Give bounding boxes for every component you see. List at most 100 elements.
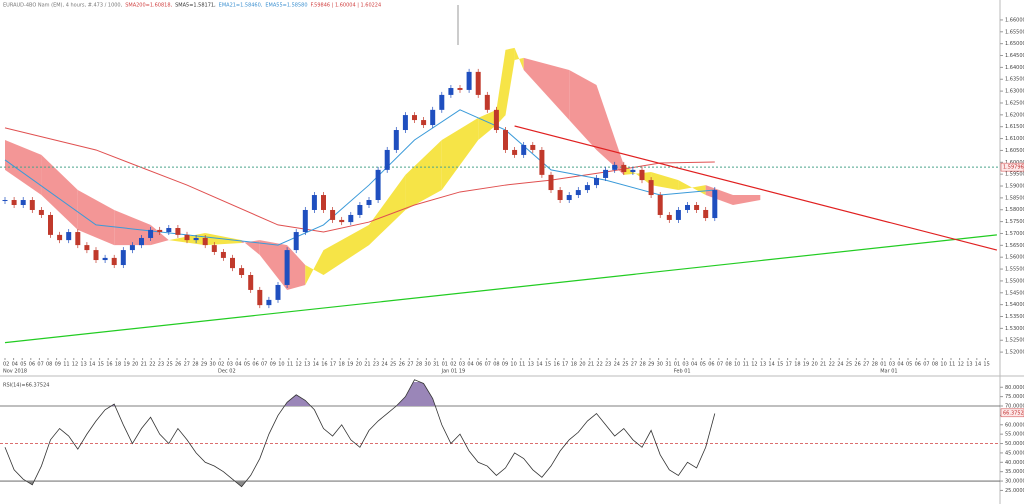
x-tick-label: 27 <box>863 362 869 368</box>
candle <box>475 71 481 95</box>
candle <box>512 149 518 155</box>
x-tick-label: 13 <box>966 362 972 368</box>
candle <box>275 284 281 300</box>
ichimoku-cloud <box>623 164 652 186</box>
x-tick-label: 18 <box>794 362 800 368</box>
x-tick-label: 06 <box>915 362 921 368</box>
y-tick-label: 1.54000 <box>1005 302 1024 308</box>
candle <box>38 209 44 215</box>
ichimoku-cloud <box>323 224 369 275</box>
x-tick-label: 10 <box>510 362 516 368</box>
x-tick-label: 26 <box>854 362 860 368</box>
y-tick-label: 70.00000 <box>1005 404 1024 410</box>
y-tick-label: 55.00000 <box>1005 432 1024 438</box>
candle <box>484 94 490 110</box>
candle <box>703 209 709 219</box>
x-tick-label: 30 <box>424 362 430 368</box>
x-tick-label: 23 <box>158 362 164 368</box>
x-tick-label: 21 <box>820 362 826 368</box>
ichimoku-cloud <box>569 69 597 150</box>
y-tick-label: 50.00000 <box>1005 441 1024 447</box>
candle <box>111 257 117 266</box>
x-tick-label: 11 <box>743 362 749 368</box>
candle <box>666 214 672 220</box>
x-tick-label: 15 <box>777 362 783 368</box>
x-tick-label: 21 <box>141 362 147 368</box>
candle <box>48 214 53 235</box>
x-tick-label: 08 <box>725 362 731 368</box>
x-tick-label: 07 <box>485 362 491 368</box>
x-tick-label: 05 <box>20 362 26 368</box>
x-tick-label: 30 <box>209 362 215 368</box>
candle <box>621 164 627 173</box>
x-tick-label: 03 <box>459 362 465 368</box>
ichimoku-cloud <box>77 190 115 246</box>
y-tick-label: 1.62000 <box>1005 112 1024 118</box>
candle <box>11 200 17 205</box>
candle <box>166 228 172 233</box>
x-tick-label: 31 <box>433 362 439 368</box>
x-tick-label: 18 <box>115 362 121 368</box>
candle <box>266 299 272 306</box>
y-tick-label: 1.57000 <box>1005 231 1024 237</box>
candle <box>20 200 26 205</box>
month-label: Feb 01 <box>674 369 691 375</box>
x-tick-label: 13 <box>304 362 310 368</box>
x-tick-label: 16 <box>321 362 327 368</box>
y-tick-label: 1.63500 <box>1005 77 1024 83</box>
header-text: SMA200=1.60818, <box>125 3 172 9</box>
current-rsi-box <box>1000 408 1024 418</box>
y-tick-label: 1.56500 <box>1005 243 1024 249</box>
x-tick-label: 27 <box>184 362 190 368</box>
y-tick-label: 60.00000 <box>1005 422 1024 428</box>
candle <box>120 250 126 266</box>
header-text: EMA21=1.58460, <box>219 3 263 9</box>
x-tick-label: 23 <box>605 362 611 368</box>
x-tick-label: 10 <box>734 362 740 368</box>
x-tick-label: 19 <box>803 362 809 368</box>
candle <box>675 209 681 220</box>
candle <box>357 204 363 215</box>
x-tick-label: 29 <box>648 362 654 368</box>
x-tick-label: 08 <box>46 362 52 368</box>
x-tick-label: 07 <box>37 362 43 368</box>
y-tick-label: 1.53000 <box>1005 326 1024 332</box>
indicator-title: RSI(14)=66.37524 <box>3 383 49 389</box>
ichimoku-cloud <box>733 195 761 205</box>
candle <box>685 204 690 210</box>
x-tick-label: 06 <box>29 362 35 368</box>
y-tick-label: 1.60500 <box>1005 148 1024 154</box>
ichimoku-cloud <box>41 154 78 230</box>
x-tick-label: 09 <box>55 362 61 368</box>
x-tick-label: 25 <box>846 362 852 368</box>
y-tick-label: 1.60000 <box>1005 160 1024 166</box>
x-tick-label: 14 <box>313 362 319 368</box>
candle <box>193 237 199 241</box>
x-tick-label: 23 <box>373 362 379 368</box>
candle <box>694 204 700 210</box>
x-tick-label: 26 <box>399 362 405 368</box>
candle <box>102 257 108 261</box>
x-tick-label: 16 <box>106 362 112 368</box>
x-tick-label: 14 <box>768 362 774 368</box>
candle <box>566 195 572 201</box>
x-tick-label: 03 <box>227 362 233 368</box>
x-tick-label: 28 <box>872 362 878 368</box>
ichimoku-cloud <box>441 117 479 191</box>
ichimoku-cloud <box>241 240 260 256</box>
x-tick-label: 28 <box>639 362 645 368</box>
x-tick-label: 06 <box>708 362 714 368</box>
candle <box>75 232 81 246</box>
ichimoku-cloud <box>678 180 706 196</box>
x-tick-label: 02 <box>450 362 456 368</box>
x-tick-label: 18 <box>338 362 344 368</box>
x-tick-label: 20 <box>579 362 585 368</box>
x-tick-label: 10 <box>940 362 946 368</box>
candle <box>503 130 508 150</box>
current-price-label: 1.59796 <box>1003 165 1024 171</box>
x-tick-label: 22 <box>829 362 835 368</box>
x-tick-label: 04 <box>897 362 903 368</box>
x-tick-label: 12 <box>958 362 964 368</box>
candle <box>466 71 472 90</box>
